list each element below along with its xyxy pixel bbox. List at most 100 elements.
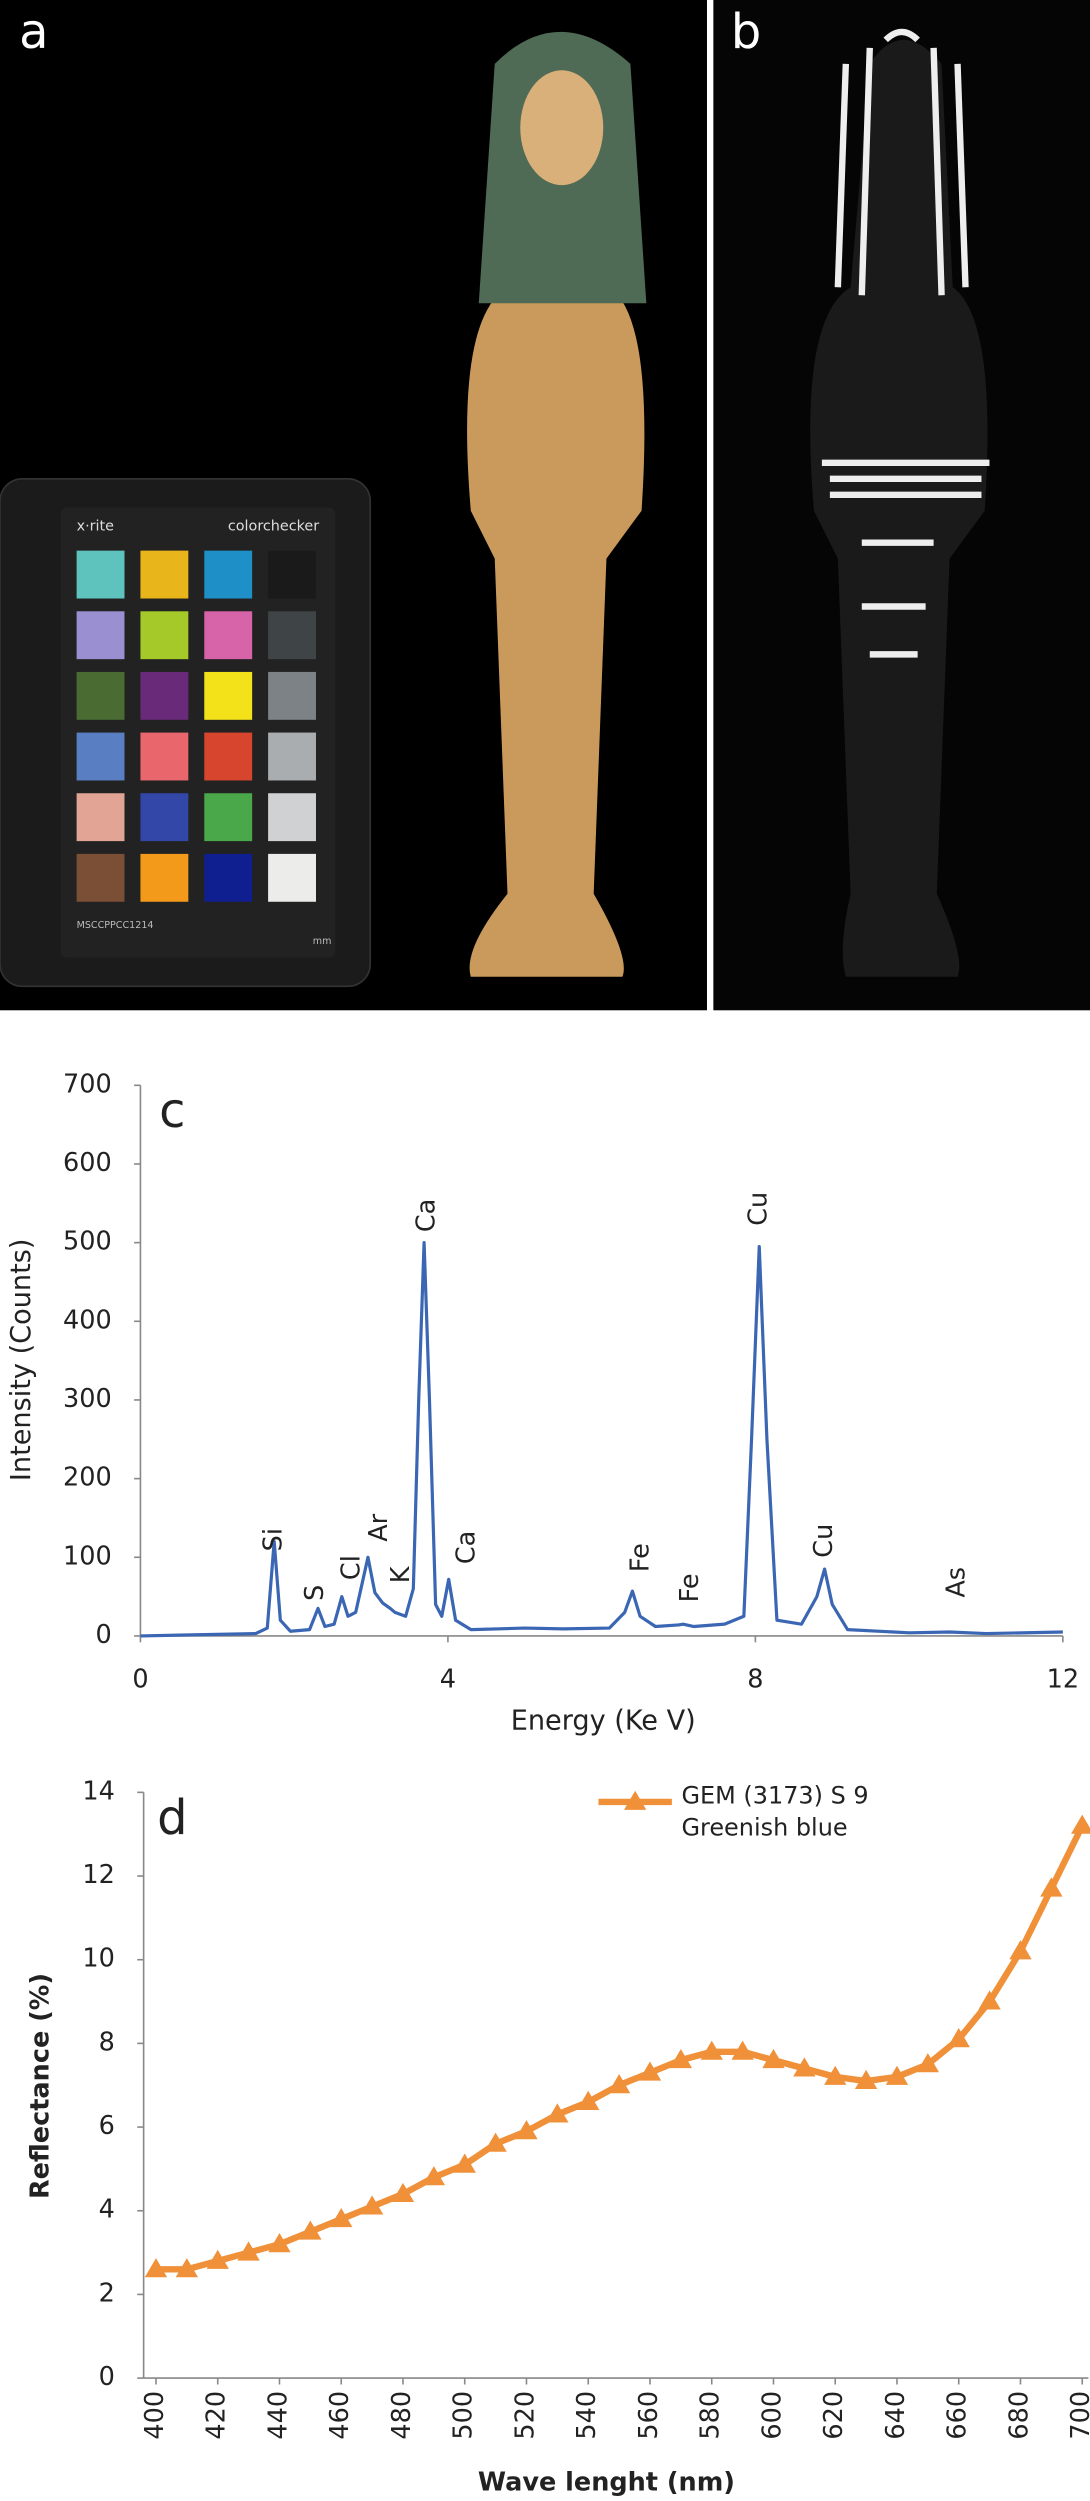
card-code: MSCCPPCC1214 [77,920,154,931]
y-tick-label: 2 [99,2278,115,2308]
peak-label: Si [258,1528,288,1551]
marker [638,2061,662,2081]
swatch [204,611,253,660]
peak-label: Ar [364,1513,394,1541]
x-tick-label: 0 [132,1665,148,1695]
y-axis-label: Reflectance (%) [25,1973,55,2199]
x-tick-label: 660 [943,2391,973,2440]
marker [299,2220,322,2240]
marker [546,2103,569,2123]
swatch [204,671,253,720]
peak-label: Fe [626,1543,656,1572]
x-tick-label: 400 [140,2391,170,2440]
peak-label: Cl [337,1555,367,1580]
swatch [204,853,253,902]
marker [268,2233,291,2253]
y-tick-label: 100 [63,1541,112,1571]
marker [237,2241,260,2261]
y-tick-label: 12 [82,1860,114,1890]
marker [854,2069,878,2090]
y-tick-label: 700 [63,1069,112,1099]
marker [762,2048,785,2069]
swatch [140,793,189,842]
marker [1071,1814,1090,1834]
marker [731,2040,754,2060]
figurine-face [520,70,604,186]
y-tick-label: 6 [99,2111,115,2141]
swatch [204,550,253,599]
y-tick-label: 0 [95,1620,111,1650]
marker [916,2053,940,2073]
swatch [140,550,189,599]
marker [453,2153,476,2173]
legend: GEM (3173) S 9 Greenish blue [681,1781,869,1842]
x-tick-label: 520 [510,2391,540,2440]
swatch [140,671,189,720]
marker [360,2195,384,2215]
y-tick-label: 500 [63,1227,112,1257]
x-tick-label: 480 [387,2391,417,2440]
swatch [76,611,125,660]
swatch [268,550,316,599]
y-tick-label: 8 [99,2027,115,2057]
marker [484,2132,507,2152]
swatch [140,853,189,902]
marker [175,2258,199,2278]
x-tick-label: 680 [1004,2391,1034,2440]
uv-stripes [821,28,990,658]
swatch [268,611,316,660]
marker [978,1990,1001,2010]
panel-label: a [19,5,48,60]
y-tick-label: 400 [63,1305,112,1335]
x-tick-label: 620 [819,2391,849,2440]
y-tick-label: 600 [63,1148,112,1178]
x-tick-label: 640 [881,2391,911,2440]
x-tick-label: 4 [440,1665,456,1695]
legend-marker [623,1790,647,1810]
swatch [76,671,125,720]
swatch [204,732,253,781]
marker [669,2048,693,2069]
x-tick-label: 580 [696,2391,726,2440]
y-tick-label: 14 [82,1776,114,1806]
swatch [76,732,125,781]
marker [330,2207,353,2228]
card-unit: mm [313,936,332,947]
x-tick-label: 8 [747,1665,763,1695]
legend-label: GEM (3173) S 9 Greenish blue [681,1781,869,1842]
x-tick-label: 700 [1066,2391,1090,2440]
marker [144,2258,168,2278]
marker [824,2065,847,2085]
panel-label: b [731,5,761,60]
peak-label: K [386,1565,416,1583]
series-line [155,1824,1086,2273]
peak-label: Ca [412,1199,442,1232]
peak-label: Cu [809,1524,839,1558]
marker [1040,1877,1063,1897]
y-tick-label: 10 [82,1944,114,1974]
swatch [140,732,189,781]
swatch [76,550,125,599]
marker [793,2057,816,2077]
y-tick-label: 0 [99,2362,115,2392]
marker [885,2065,909,2085]
peak-label: Cu [744,1192,774,1226]
x-tick-label: 420 [202,2391,232,2440]
x-tick-label: 460 [325,2391,355,2440]
swatch [204,793,253,842]
color-card [60,507,336,958]
marker [206,2249,229,2269]
x-axis-label: Wave lenght (nm) [478,2467,735,2497]
peak-label: Ca [452,1531,482,1564]
swatch [268,853,316,902]
peak-label: As [942,1567,972,1598]
marker [577,2090,600,2110]
marker [1009,1940,1032,1960]
card-name: colorchecker [228,519,319,535]
marker [515,2120,538,2140]
swatch [268,671,316,720]
y-tick-label: 200 [63,1463,112,1493]
x-tick-label: 560 [634,2391,664,2440]
